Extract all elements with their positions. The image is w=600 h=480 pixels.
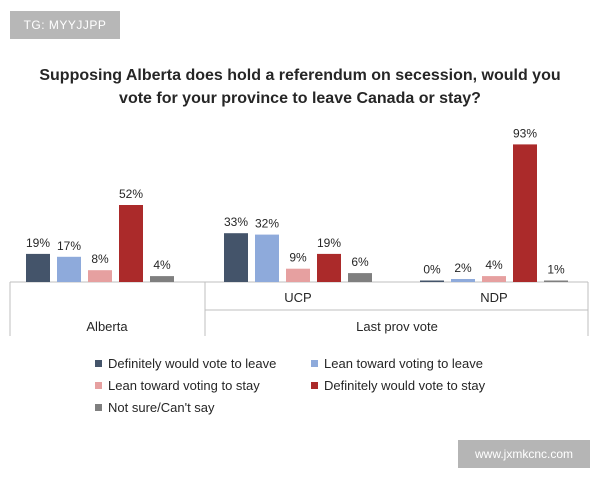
legend-label-lean-leave: Lean toward voting to leave bbox=[324, 356, 483, 371]
watermark-top: TG: MYYJJPP bbox=[10, 11, 120, 39]
bar-chart: 19% 17% 8% 52% 4% 33% 32% 9% 19% 6% 0% 2% 4% 93% 1% UCP… bbox=[9, 126, 589, 336]
bar-ucp-lean-toward-voting-to-leave bbox=[255, 234, 279, 282]
group-label-last-prov-vote: Last prov vote bbox=[356, 319, 438, 334]
data-label-ucp-lean-toward-voting-to-leave: 32% bbox=[255, 217, 279, 231]
data-label-ndp-not-sure-can-t-say: 1% bbox=[547, 263, 565, 277]
data-label-ndp-definitely-would-vote-to-leave: 0% bbox=[423, 263, 441, 277]
bar-ucp-definitely-would-vote-to-leave bbox=[224, 233, 248, 282]
bar-alberta-definitely-would-vote-to-stay bbox=[119, 205, 143, 282]
data-label-ndp-lean-toward-voting-to-stay: 4% bbox=[485, 258, 503, 272]
data-label-alberta-lean-toward-voting-to-stay: 8% bbox=[91, 252, 109, 266]
legend-item-lean-leave: Lean toward voting to leave bbox=[311, 355, 483, 373]
data-label-ucp-definitely-would-vote-to-stay: 19% bbox=[317, 236, 341, 250]
data-label-ucp-definitely-would-vote-to-leave: 33% bbox=[224, 215, 248, 229]
category-label-ucp: UCP bbox=[284, 290, 311, 305]
legend-label-definitely-stay: Definitely would vote to stay bbox=[324, 378, 486, 393]
legend-label-lean-stay: Lean toward voting to stay bbox=[108, 378, 260, 393]
chart-title-line-1: Supposing Alberta does hold a referendum… bbox=[39, 67, 561, 84]
bar-ndp-lean-toward-voting-to-stay bbox=[482, 276, 506, 282]
bar-ndp-lean-toward-voting-to-leave bbox=[451, 279, 475, 282]
data-label-ucp-not-sure-can-t-say: 6% bbox=[351, 255, 369, 269]
legend-item-not-sure: Not sure/Can't say bbox=[95, 399, 215, 417]
data-label-ndp-lean-toward-voting-to-leave: 2% bbox=[454, 261, 472, 275]
bar-alberta-lean-toward-voting-to-leave bbox=[57, 256, 81, 282]
data-label-ndp-definitely-would-vote-to-stay: 93% bbox=[513, 126, 537, 140]
chart-title: Supposing Alberta does hold a referendum… bbox=[30, 64, 570, 110]
bar-ndp-not-sure-can-t-say bbox=[544, 280, 568, 282]
legend-swatch-definitely-stay bbox=[311, 382, 318, 389]
chart-title-line-2: vote for your province to leave Canada o… bbox=[119, 90, 481, 107]
data-label-alberta-definitely-would-vote-to-stay: 52% bbox=[119, 187, 143, 201]
legend-swatch-lean-stay bbox=[95, 382, 102, 389]
data-label-alberta-definitely-would-vote-to-leave: 19% bbox=[26, 236, 50, 250]
category-label-ndp: NDP bbox=[480, 290, 507, 305]
legend-label-not-sure: Not sure/Can't say bbox=[108, 400, 215, 415]
data-label-alberta-lean-toward-voting-to-leave: 17% bbox=[57, 239, 81, 253]
bar-ndp-definitely-would-vote-to-stay bbox=[513, 144, 537, 282]
legend-item-definitely-stay: Definitely would vote to stay bbox=[311, 377, 485, 395]
bar-ndp-definitely-would-vote-to-leave bbox=[420, 280, 444, 282]
bar-ucp-not-sure-can-t-say bbox=[348, 273, 372, 282]
group-label-alberta: Alberta bbox=[86, 319, 128, 334]
bar-alberta-not-sure-can-t-say bbox=[150, 276, 174, 282]
legend-swatch-lean-leave bbox=[311, 360, 318, 367]
watermark-bottom: www.jxmkcnc.com bbox=[458, 440, 590, 468]
bar-ucp-definitely-would-vote-to-stay bbox=[317, 253, 341, 282]
data-label-ucp-lean-toward-voting-to-stay: 9% bbox=[289, 251, 307, 265]
data-label-alberta-not-sure-can-t-say: 4% bbox=[153, 258, 171, 272]
bar-alberta-lean-toward-voting-to-stay bbox=[88, 270, 112, 282]
bar-ucp-lean-toward-voting-to-stay bbox=[286, 268, 310, 282]
legend-swatch-definitely-leave bbox=[95, 360, 102, 367]
legend-item-definitely-leave: Definitely would vote to leave bbox=[95, 355, 276, 373]
legend-item-lean-stay: Lean toward voting to stay bbox=[95, 377, 260, 395]
bar-alberta-definitely-would-vote-to-leave bbox=[26, 253, 50, 282]
legend-label-definitely-leave: Definitely would vote to leave bbox=[108, 356, 277, 371]
legend-swatch-not-sure bbox=[95, 404, 102, 411]
